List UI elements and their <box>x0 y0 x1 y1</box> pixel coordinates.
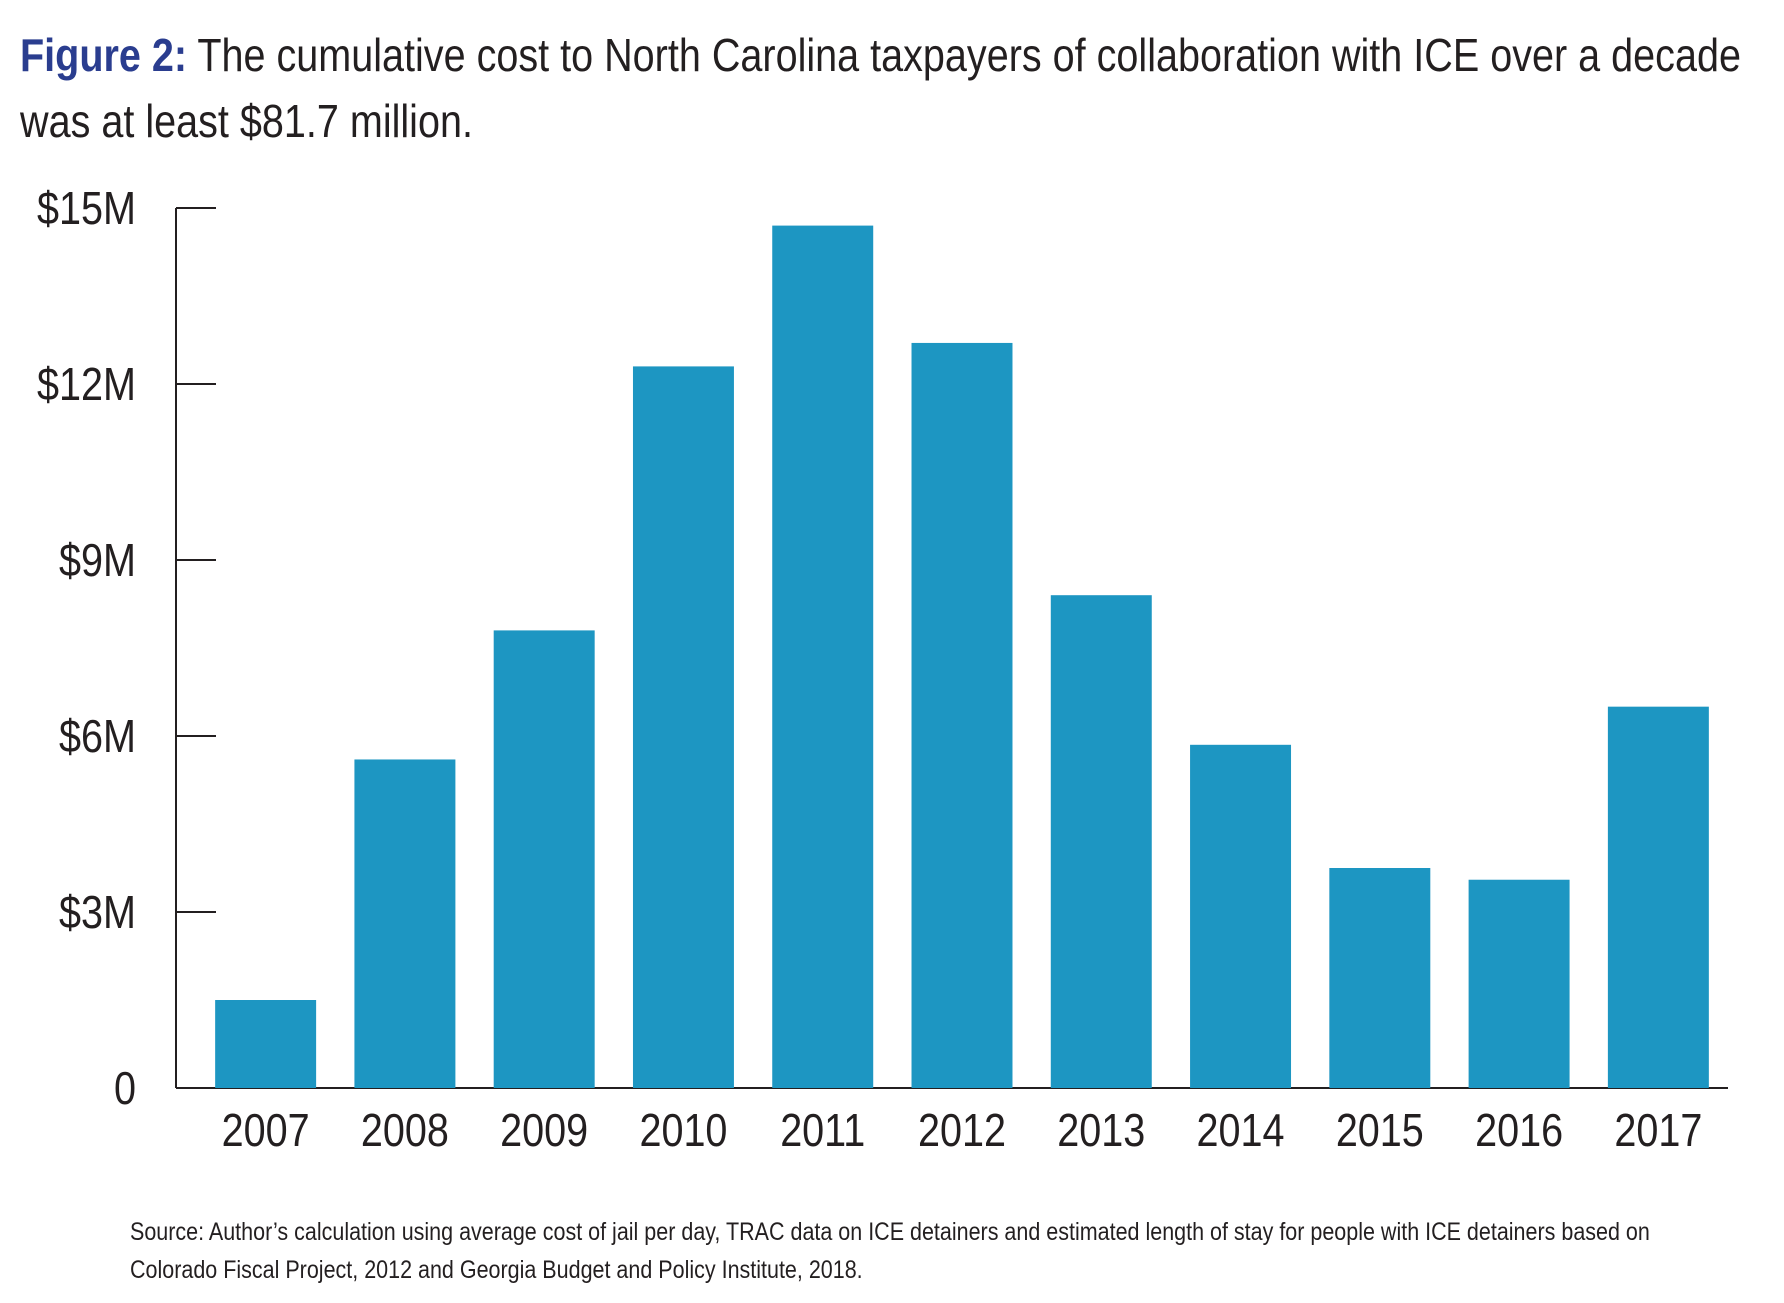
bar-2011 <box>772 225 874 1089</box>
x-axis: 2007 2008 2009 2010 2011 2012 2013 2014 2015 2016… <box>176 1087 1728 1157</box>
x-tick-label: 2017 <box>1614 1105 1702 1156</box>
y-tick-label: $12M <box>37 359 136 410</box>
x-tick-label: 2011 <box>780 1105 865 1156</box>
x-tick-label: 2015 <box>1336 1105 1424 1156</box>
source-note: Source: Author’s calculation using avera… <box>130 1218 1650 1284</box>
x-tick-label: 2007 <box>222 1105 310 1156</box>
figure-label: Figure 2: <box>20 29 188 81</box>
x-tick-label: 2013 <box>1057 1105 1145 1156</box>
x-tick-label: 2008 <box>361 1105 449 1156</box>
bar-2013 <box>1050 595 1152 1088</box>
chart-title: Figure 2: The cumulative cost to North C… <box>20 22 1757 154</box>
figure-title-text: The cumulative cost to North Carolina ta… <box>20 29 1741 147</box>
y-tick-label: 0 <box>114 1063 136 1114</box>
bar-2012 <box>911 342 1013 1088</box>
y-tick-label: $3M <box>59 887 136 938</box>
bar-2010 <box>632 366 734 1088</box>
bar-2015 <box>1329 868 1431 1088</box>
bar-2017 <box>1607 706 1709 1088</box>
x-tick-label: 2014 <box>1197 1105 1285 1156</box>
x-tick-label: 2016 <box>1475 1105 1563 1156</box>
bars <box>215 225 1709 1089</box>
y-tick-label: $9M <box>59 535 136 586</box>
bar-2008 <box>354 759 456 1088</box>
x-tick-label: 2010 <box>639 1105 727 1156</box>
bar-2007 <box>215 1000 317 1088</box>
bar-2016 <box>1468 879 1570 1088</box>
x-tick-label: 2009 <box>500 1105 588 1156</box>
bar-2014 <box>1190 744 1292 1088</box>
bar-2009 <box>493 630 595 1088</box>
x-tick-label: 2012 <box>918 1105 1006 1156</box>
y-axis: 0 $3M $6M $9M $12M $15M <box>37 183 216 1115</box>
bar-chart: 0$3M$6M$9M$12M$15M 2007 2008 2009 2010 2011 2… <box>37 183 1728 1157</box>
y-tick-label: $15M <box>37 183 136 234</box>
y-tick-label: $6M <box>59 711 136 762</box>
